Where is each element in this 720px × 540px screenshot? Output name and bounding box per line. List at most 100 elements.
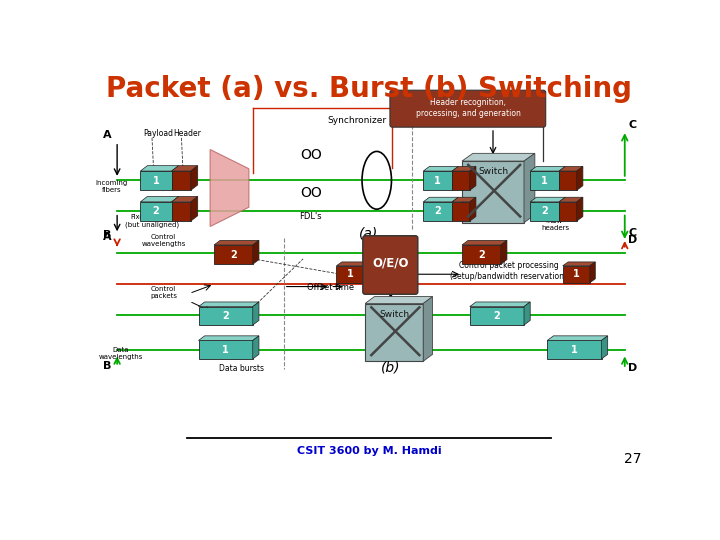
- Polygon shape: [140, 197, 179, 202]
- Text: Incoming
fibers: Incoming fibers: [96, 180, 128, 193]
- Text: New
headers: New headers: [541, 218, 569, 231]
- Polygon shape: [500, 240, 507, 264]
- Polygon shape: [530, 197, 565, 202]
- Polygon shape: [524, 302, 530, 325]
- Text: 2: 2: [153, 206, 159, 217]
- Text: A: A: [103, 130, 112, 140]
- Polygon shape: [423, 166, 459, 171]
- Text: 1: 1: [222, 345, 229, 355]
- Polygon shape: [199, 302, 259, 307]
- Polygon shape: [214, 240, 259, 245]
- Polygon shape: [469, 307, 524, 325]
- Polygon shape: [191, 166, 198, 190]
- Polygon shape: [452, 197, 476, 202]
- Text: Fixed-length
(but unaligned): Fixed-length (but unaligned): [125, 214, 179, 228]
- Text: C: C: [629, 120, 636, 130]
- Text: FDL's: FDL's: [300, 212, 322, 221]
- Text: 2: 2: [230, 249, 237, 260]
- FancyBboxPatch shape: [390, 90, 546, 127]
- Text: A: A: [103, 232, 112, 241]
- Polygon shape: [423, 171, 452, 190]
- Polygon shape: [364, 262, 369, 283]
- Text: Data bursts: Data bursts: [219, 364, 264, 373]
- Polygon shape: [171, 171, 191, 190]
- Polygon shape: [462, 240, 507, 245]
- Polygon shape: [423, 296, 433, 361]
- Text: B: B: [103, 230, 111, 240]
- Polygon shape: [530, 202, 559, 221]
- Text: Control packet processing
(setup/bandwidth reservation): Control packet processing (setup/bandwid…: [450, 261, 567, 281]
- Text: Offset time: Offset time: [307, 282, 354, 292]
- Polygon shape: [140, 166, 179, 171]
- Polygon shape: [524, 153, 535, 222]
- Text: 1: 1: [573, 269, 580, 279]
- Text: 2: 2: [541, 206, 548, 217]
- Polygon shape: [462, 153, 535, 161]
- Polygon shape: [191, 197, 198, 221]
- Text: Setup: Setup: [492, 118, 517, 127]
- Text: (b): (b): [381, 360, 400, 374]
- Text: B: B: [103, 361, 111, 371]
- Polygon shape: [559, 197, 583, 202]
- Text: Switch: Switch: [478, 167, 508, 176]
- Text: Synchronizer: Synchronizer: [328, 116, 387, 125]
- Polygon shape: [199, 307, 253, 325]
- Text: OO: OO: [300, 148, 322, 162]
- Text: Header: Header: [173, 129, 201, 138]
- Polygon shape: [336, 262, 369, 266]
- Text: Control
packets: Control packets: [150, 286, 177, 299]
- Polygon shape: [547, 340, 601, 359]
- Polygon shape: [365, 303, 423, 361]
- FancyBboxPatch shape: [363, 236, 418, 294]
- Text: 2: 2: [434, 206, 441, 217]
- Text: (a): (a): [359, 226, 379, 240]
- Text: 2: 2: [222, 311, 229, 321]
- Polygon shape: [563, 266, 590, 283]
- Polygon shape: [547, 336, 608, 340]
- Text: Control
wavelengths: Control wavelengths: [141, 234, 186, 247]
- Text: D: D: [628, 363, 637, 373]
- Polygon shape: [563, 262, 595, 266]
- Text: Switch: Switch: [379, 309, 409, 319]
- Polygon shape: [530, 166, 565, 171]
- Text: Packet (a) vs. Burst (b) Switching: Packet (a) vs. Burst (b) Switching: [106, 76, 632, 104]
- Text: Payload: Payload: [143, 129, 174, 138]
- Text: CSIT 3600 by M. Hamdi: CSIT 3600 by M. Hamdi: [297, 447, 441, 456]
- Polygon shape: [452, 202, 469, 221]
- Polygon shape: [214, 245, 253, 264]
- Polygon shape: [253, 240, 259, 264]
- Text: Header recognition,
processing, and generation: Header recognition, processing, and gene…: [415, 98, 521, 118]
- Polygon shape: [530, 171, 559, 190]
- Text: 1: 1: [434, 176, 441, 186]
- Polygon shape: [336, 266, 364, 283]
- Polygon shape: [577, 166, 583, 190]
- Polygon shape: [210, 150, 249, 226]
- Polygon shape: [423, 197, 459, 202]
- Polygon shape: [253, 336, 259, 359]
- Polygon shape: [469, 302, 530, 307]
- Text: 1: 1: [541, 176, 548, 186]
- Polygon shape: [140, 171, 171, 190]
- Text: 2: 2: [478, 249, 485, 260]
- Polygon shape: [577, 197, 583, 221]
- Polygon shape: [559, 202, 577, 221]
- Polygon shape: [171, 202, 191, 221]
- Polygon shape: [452, 166, 476, 171]
- Text: O/E/O: O/E/O: [372, 257, 409, 270]
- Polygon shape: [171, 166, 198, 171]
- Polygon shape: [140, 202, 171, 221]
- Polygon shape: [559, 166, 583, 171]
- Text: C: C: [629, 228, 636, 238]
- Polygon shape: [171, 197, 198, 202]
- Text: 1: 1: [346, 269, 354, 279]
- Polygon shape: [452, 171, 469, 190]
- Polygon shape: [559, 171, 577, 190]
- Polygon shape: [601, 336, 608, 359]
- Polygon shape: [423, 202, 452, 221]
- Polygon shape: [469, 166, 476, 190]
- Polygon shape: [462, 161, 524, 222]
- Text: Data
wavelengths: Data wavelengths: [99, 347, 143, 360]
- Text: 27: 27: [624, 452, 642, 466]
- Text: 1: 1: [571, 345, 577, 355]
- Polygon shape: [469, 197, 476, 221]
